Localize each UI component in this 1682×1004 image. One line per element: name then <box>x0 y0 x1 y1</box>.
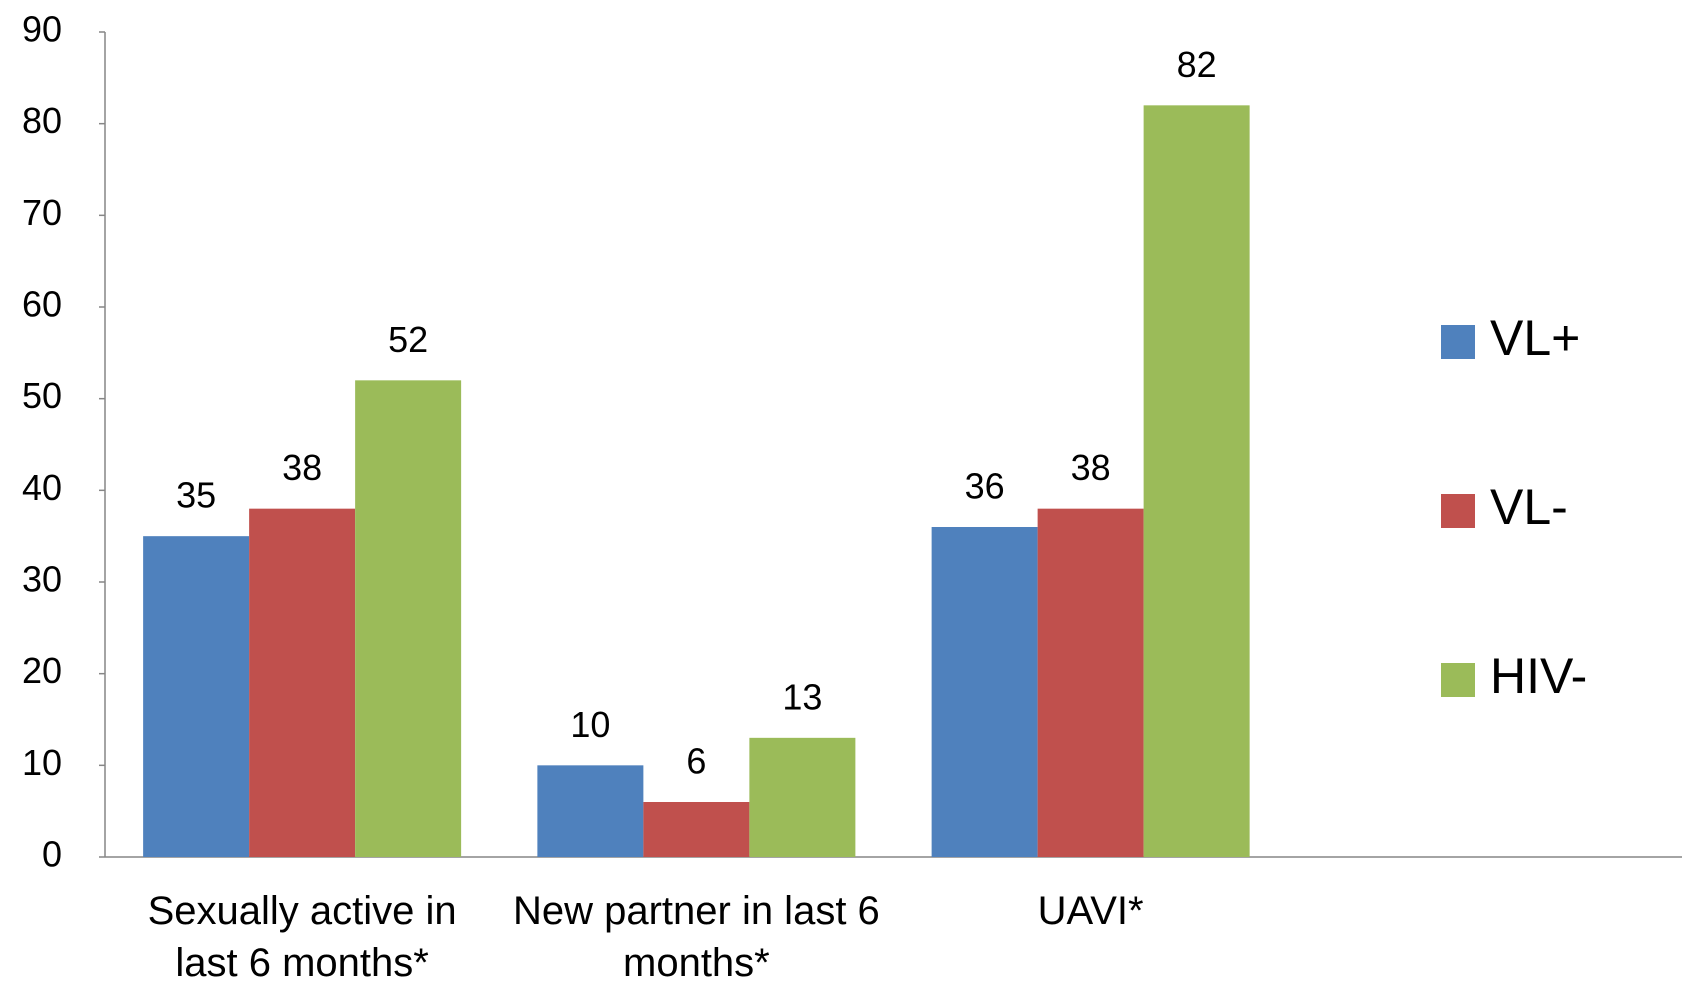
y-tick-label: 30 <box>22 559 62 600</box>
data-label: 10 <box>570 704 610 745</box>
y-tick-label: 10 <box>22 742 62 783</box>
data-label: 35 <box>176 475 216 516</box>
x-tick-label: New partner in last 6 months* <box>512 889 880 985</box>
bar <box>643 802 750 857</box>
bar <box>1143 105 1250 858</box>
bar <box>749 737 856 857</box>
y-tick-label: 40 <box>22 467 62 508</box>
y-tick-label: 80 <box>22 100 62 141</box>
data-label: 38 <box>282 447 322 488</box>
data-label: 38 <box>1071 447 1111 488</box>
bar <box>355 380 462 857</box>
data-label: 82 <box>1177 44 1217 85</box>
bar <box>537 765 644 857</box>
y-tick-label: 20 <box>22 650 62 691</box>
data-label: 6 <box>686 741 706 782</box>
legend-swatch <box>1441 663 1475 697</box>
bar <box>1037 508 1144 857</box>
legend-swatch <box>1441 494 1475 528</box>
y-tick-label: 70 <box>22 192 62 233</box>
data-label: 52 <box>388 319 428 360</box>
bar <box>931 527 1038 857</box>
legend-label: VL- <box>1490 479 1568 535</box>
y-tick-label: 50 <box>22 375 62 416</box>
bar <box>143 536 250 857</box>
legend-swatch <box>1441 325 1475 359</box>
legend-label: VL+ <box>1490 310 1580 366</box>
data-label: 13 <box>782 676 822 717</box>
y-tick-label: 60 <box>22 284 62 325</box>
y-tick-label: 0 <box>42 834 62 875</box>
x-tick-label: Sexually active in last 6 months* <box>147 889 457 985</box>
y-tick-label: 90 <box>22 9 62 50</box>
bar <box>249 508 356 857</box>
x-tick-label: UAVI* <box>1037 889 1144 933</box>
legend-label: HIV- <box>1490 648 1587 704</box>
data-label: 36 <box>965 466 1005 507</box>
